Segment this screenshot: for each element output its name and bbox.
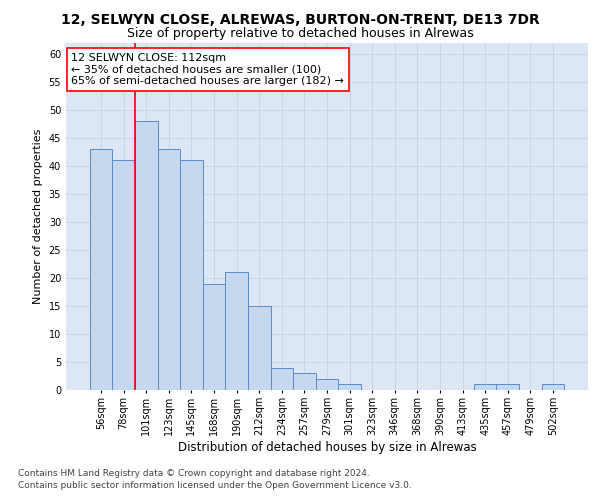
Bar [496, 384, 519, 390]
Text: Contains public sector information licensed under the Open Government Licence v3: Contains public sector information licen… [18, 481, 412, 490]
Bar [158, 149, 180, 390]
Bar [271, 368, 293, 390]
Bar [474, 384, 496, 390]
Bar [293, 373, 316, 390]
Bar [180, 160, 203, 390]
Bar [316, 379, 338, 390]
Bar [135, 121, 158, 390]
Bar [542, 384, 564, 390]
Text: 12, SELWYN CLOSE, ALREWAS, BURTON-ON-TRENT, DE13 7DR: 12, SELWYN CLOSE, ALREWAS, BURTON-ON-TRE… [61, 12, 539, 26]
Text: 12 SELWYN CLOSE: 112sqm
← 35% of detached houses are smaller (100)
65% of semi-d: 12 SELWYN CLOSE: 112sqm ← 35% of detache… [71, 53, 344, 86]
Bar [338, 384, 361, 390]
Bar [226, 272, 248, 390]
Bar [112, 160, 135, 390]
Bar [248, 306, 271, 390]
Bar [203, 284, 226, 390]
Bar [90, 149, 112, 390]
X-axis label: Distribution of detached houses by size in Alrewas: Distribution of detached houses by size … [178, 440, 476, 454]
Y-axis label: Number of detached properties: Number of detached properties [33, 128, 43, 304]
Text: Size of property relative to detached houses in Alrewas: Size of property relative to detached ho… [127, 28, 473, 40]
Text: Contains HM Land Registry data © Crown copyright and database right 2024.: Contains HM Land Registry data © Crown c… [18, 468, 370, 477]
